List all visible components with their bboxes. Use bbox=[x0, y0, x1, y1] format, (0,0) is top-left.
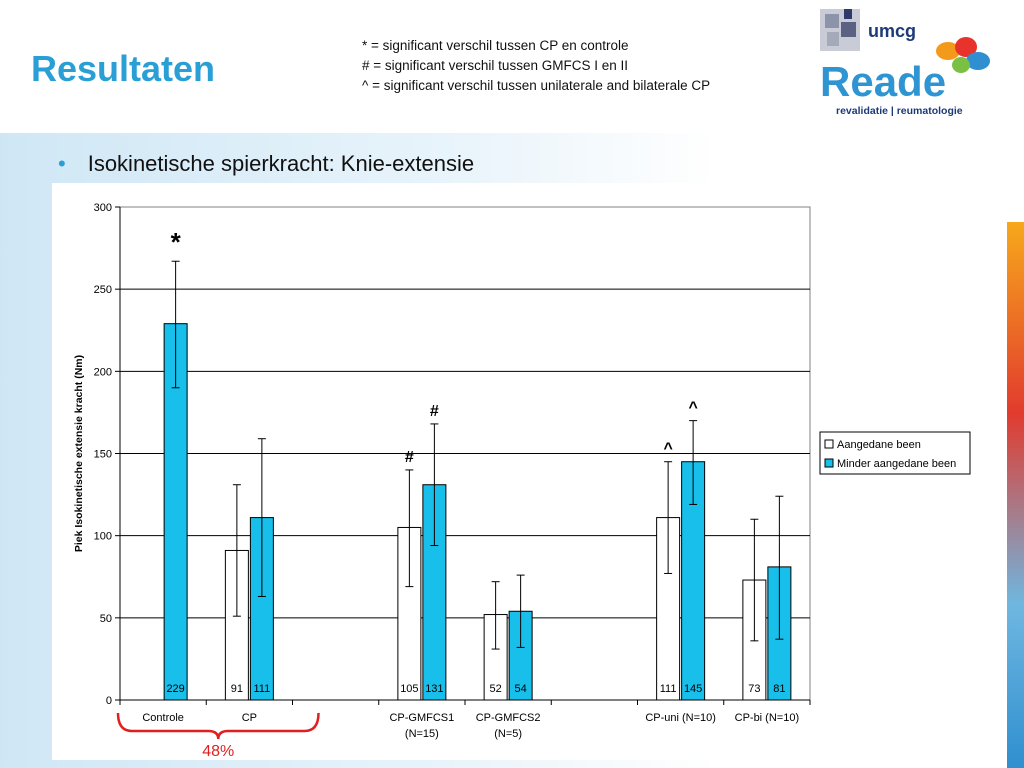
significance-marker: # bbox=[430, 403, 439, 420]
y-tick-label: 150 bbox=[94, 449, 112, 461]
bullet-dot: • bbox=[58, 151, 66, 176]
reade-text: Reade bbox=[820, 58, 946, 105]
brace-annotation bbox=[116, 712, 320, 740]
y-tick-label: 50 bbox=[100, 613, 112, 625]
y-tick-label: 200 bbox=[94, 366, 112, 378]
significance-marker: # bbox=[405, 449, 414, 466]
y-tick-label: 0 bbox=[106, 695, 112, 707]
y-axis-label: Piek Isokinetische extensie kracht (Nm) bbox=[73, 355, 85, 552]
bar-value-label: 105 bbox=[400, 683, 418, 695]
significance-marker: ^ bbox=[663, 441, 672, 458]
bar-value-label: 111 bbox=[254, 683, 271, 695]
x-category-label: (N=5) bbox=[494, 728, 522, 740]
legend-swatch bbox=[824, 458, 834, 468]
bar-value-label: 111 bbox=[660, 683, 677, 695]
significance-marker: ^ bbox=[688, 400, 697, 417]
x-category-label: CP-GMFCS2 bbox=[476, 712, 541, 724]
bar-value-label: 229 bbox=[166, 683, 184, 695]
y-tick-label: 300 bbox=[94, 202, 112, 214]
logo-group: umcg Reade revalidatie | reumatologie bbox=[820, 9, 990, 117]
x-category-label: CP-bi (N=10) bbox=[735, 712, 800, 724]
bar-value-label: 91 bbox=[231, 683, 243, 695]
bar-value-label: 52 bbox=[490, 683, 502, 695]
significance-marker: * bbox=[171, 227, 182, 257]
x-category-label: Controle bbox=[142, 712, 184, 724]
x-category-label: (N=15) bbox=[405, 728, 439, 740]
note-asterisk: * = significant verschil tussen CP en co… bbox=[362, 38, 629, 53]
y-tick-label: 100 bbox=[94, 531, 112, 543]
x-category-label: CP bbox=[242, 712, 257, 724]
umcg-emblem-icon bbox=[820, 9, 860, 51]
bar-value-label: 131 bbox=[425, 683, 443, 695]
legend-label: Minder aangedane been bbox=[837, 458, 956, 470]
bullet-text: Isokinetische spierkracht: Knie-extensie bbox=[87, 151, 475, 176]
legend-notes: * = significant verschil tussen CP en co… bbox=[362, 36, 710, 96]
bar-chart: 0 50 100 150 200 250 300 Piek Isokinetische ext… bbox=[73, 202, 971, 760]
bar-value-label: 81 bbox=[773, 683, 785, 695]
reade-petals-icon bbox=[936, 37, 990, 73]
legend-swatch bbox=[824, 439, 834, 449]
umcg-text: umcg bbox=[868, 21, 916, 41]
x-category-label: CP-GMFCS1 bbox=[389, 712, 454, 724]
x-category-label: CP-uni (N=10) bbox=[645, 712, 716, 724]
y-tick-label: 250 bbox=[94, 284, 112, 296]
legend-label: Aangedane been bbox=[837, 439, 921, 451]
reade-tagline: revalidatie | reumatologie bbox=[836, 105, 963, 117]
decorative-side-bar bbox=[1007, 222, 1024, 768]
chart-container: 0 50 100 150 200 250 300 Piek Isokinetische ext… bbox=[52, 183, 980, 760]
annotation-label: 48% bbox=[202, 743, 234, 760]
bar-value-label: 54 bbox=[515, 683, 527, 695]
legend-box bbox=[819, 431, 971, 475]
page-title: Resultaten bbox=[31, 48, 216, 89]
bar-value-label: 73 bbox=[748, 683, 760, 695]
note-caret: ^ = significant verschil tussen unilater… bbox=[362, 78, 711, 93]
note-hash: # = significant verschil tussen GMFCS I … bbox=[362, 58, 628, 73]
bar-value-label: 145 bbox=[684, 683, 702, 695]
bullet-item: • Isokinetische spierkracht: Knie-extensi… bbox=[58, 151, 474, 177]
